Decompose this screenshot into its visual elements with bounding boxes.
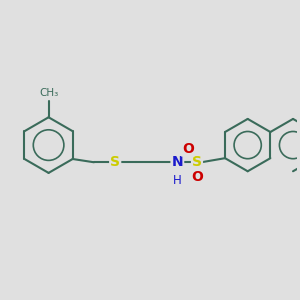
- Text: S: S: [110, 155, 120, 169]
- Text: H: H: [173, 174, 182, 187]
- Text: O: O: [191, 170, 203, 184]
- Text: CH₃: CH₃: [39, 88, 58, 98]
- Text: S: S: [192, 155, 202, 169]
- Text: O: O: [182, 142, 194, 155]
- Text: N: N: [172, 155, 183, 169]
